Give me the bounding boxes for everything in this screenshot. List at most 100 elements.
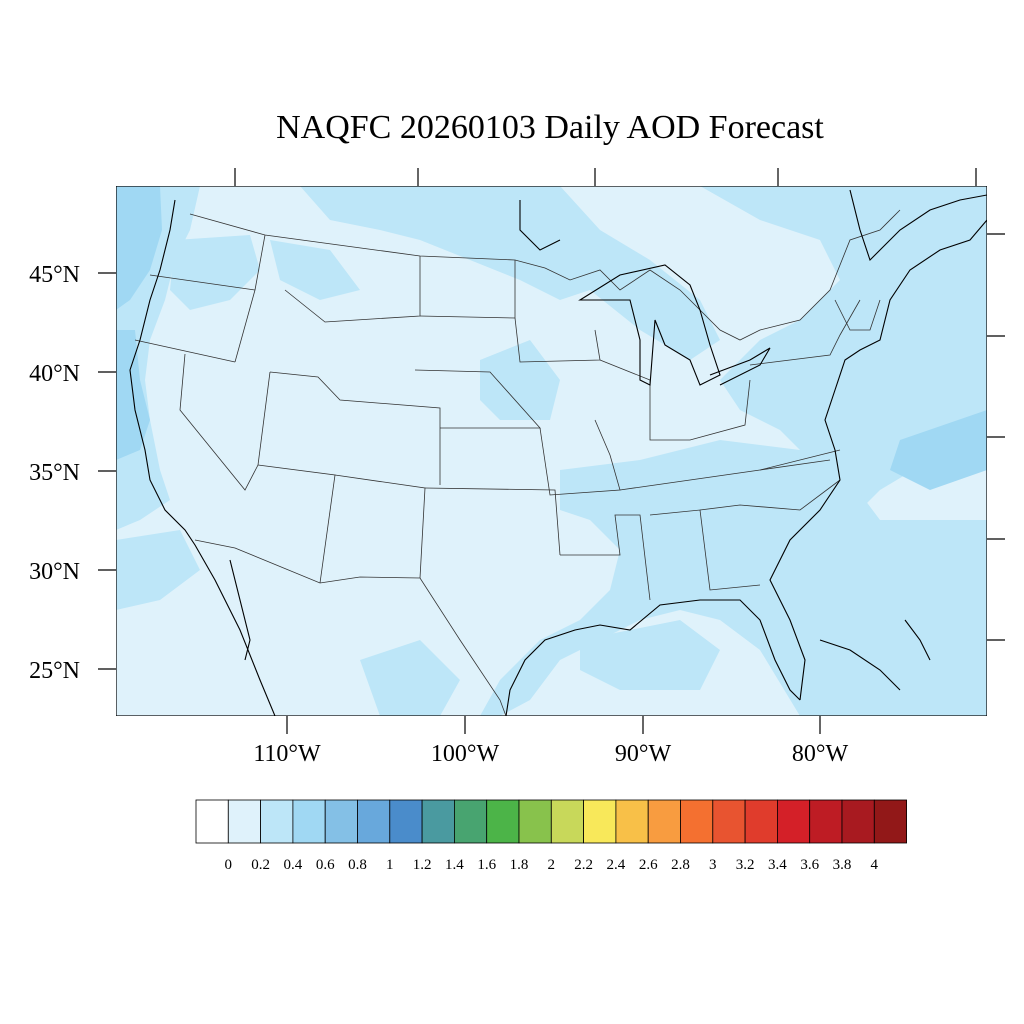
aod-region-central — [480, 340, 560, 420]
coastline-canada-east — [849, 189, 987, 262]
state-line-pa-ny — [749, 299, 861, 366]
colorbar-swatch — [583, 799, 617, 844]
coastline-gulf — [505, 599, 801, 716]
coastline-lake-erie — [709, 347, 771, 386]
map-area — [116, 186, 987, 716]
colorbar-tick-label: 4 — [871, 857, 879, 873]
coastline-bahamas — [904, 619, 931, 661]
lon-label: 90°W — [615, 741, 672, 767]
aod-region-northwest — [170, 235, 260, 310]
colorbar-tick-label: 1 — [386, 857, 394, 873]
colorbar-swatch — [518, 799, 552, 844]
colorbar-labels: 0 0.2 0.4 0.6 0.8 1 1.2 1.4 1.6 1.8 2 2.2 2.4 2.6 2.8 3… — [225, 857, 879, 873]
state-line-or-ca — [134, 339, 236, 363]
state-line-ut-co — [269, 371, 441, 485]
colorbar-tick-label: 0.6 — [316, 857, 335, 873]
aod-region-pacific-south — [116, 530, 200, 610]
colorbar-swatch — [421, 799, 455, 844]
colorbar-tick-label: 1.6 — [477, 857, 496, 873]
colorbar-tick-label: 0 — [225, 857, 233, 873]
coastline-baja — [229, 559, 251, 661]
map-title: NAQFC 20260103 Daily AOD Forecast — [276, 109, 824, 146]
longitude-labels: 110°W 100°W 90°W 80°W — [253, 741, 848, 767]
colorbar-swatch — [615, 799, 649, 844]
coastline-great-lakes — [578, 264, 721, 386]
colorbar — [195, 799, 907, 844]
state-line-ne-ks — [414, 369, 541, 429]
colorbar-swatch — [453, 799, 488, 844]
top-tick-marks — [234, 168, 977, 186]
colorbar-tick-label: 3.6 — [800, 857, 819, 873]
state-line-nv — [179, 353, 271, 491]
aod-region-montana — [270, 240, 360, 300]
lat-label: 25°N — [29, 658, 80, 684]
colorbar-swatch — [873, 799, 907, 844]
aod-region-mexico — [360, 640, 460, 716]
colorbar-tick-label: 3.2 — [736, 857, 755, 873]
colorbar-tick-label: 2.4 — [607, 857, 626, 873]
state-line-ok — [424, 487, 561, 556]
state-boundaries — [134, 209, 901, 716]
state-line-mt-wy — [284, 256, 421, 323]
colorbar-swatch — [292, 799, 326, 844]
colorbar-swatch — [357, 799, 391, 844]
aod-region-atlantic-plume — [890, 410, 987, 490]
colorbar-tick-label: 0.2 — [251, 857, 270, 873]
us-mexico-border — [194, 539, 507, 716]
coastline-cuba — [819, 639, 901, 691]
colorbar-tick-label: 2.2 — [574, 857, 593, 873]
state-line-mn-ia — [514, 317, 601, 363]
coastline-hudson-bay-north — [519, 200, 561, 251]
state-line-wa-or — [149, 274, 256, 291]
state-line-il-in-oh — [599, 359, 751, 441]
lat-label: 40°N — [29, 361, 80, 387]
colorbar-tick-label: 1.8 — [510, 857, 529, 873]
aod-region-north-plains — [300, 186, 720, 360]
bottom-tick-marks — [286, 716, 821, 734]
coastline-pacific — [129, 199, 276, 716]
aod-region-gulf — [580, 620, 720, 690]
colorbar-tick-label: 3.4 — [768, 857, 787, 873]
colorbar-swatch — [744, 799, 778, 844]
colorbar-tick-label: 0.4 — [284, 857, 303, 873]
state-line-al-ga — [649, 509, 761, 591]
colorbar-tick-label: 2.6 — [639, 857, 658, 873]
state-line-carolinas — [699, 479, 841, 511]
colorbar-tick-label: 1.2 — [413, 857, 432, 873]
colorbar-swatch — [260, 799, 294, 844]
colorbar-swatch — [647, 799, 681, 844]
lon-label: 110°W — [253, 741, 321, 767]
colorbar-swatch — [809, 799, 843, 844]
latitude-labels: 45°N 40°N 35°N 30°N 25°N — [29, 262, 80, 684]
colorbar-tick-label: 1.4 — [445, 857, 464, 873]
aod-region-atlantic — [880, 290, 987, 440]
right-tick-marks — [987, 233, 1005, 641]
colorbar-swatch — [195, 799, 229, 844]
colorbar-swatch — [777, 799, 811, 844]
colorbar-swatch — [680, 799, 714, 844]
aod-region-puget-sound — [116, 186, 162, 310]
lon-label: 80°W — [792, 741, 849, 767]
colorbar-swatch — [712, 799, 746, 844]
state-line-new-england — [834, 299, 881, 331]
colorbar-swatch — [550, 799, 584, 844]
colorbar-swatch — [486, 799, 520, 844]
left-tick-marks — [98, 272, 116, 670]
colorbar-swatch — [389, 799, 423, 844]
lat-label: 35°N — [29, 460, 80, 486]
colorbar-tick-label: 3 — [709, 857, 717, 873]
state-line-la-ms — [560, 514, 651, 601]
coastline-atlantic — [769, 219, 987, 701]
colorbar-tick-label: 2 — [548, 857, 556, 873]
colorbar-tick-label: 3.8 — [833, 857, 852, 873]
aod-region-southeast — [480, 440, 987, 716]
colorbar-tick-label: 2.8 — [671, 857, 690, 873]
lon-label: 100°W — [431, 741, 500, 767]
colorbar-swatch — [841, 799, 875, 844]
coastlines — [129, 189, 987, 716]
colorbar-swatch — [227, 799, 262, 844]
lat-label: 45°N — [29, 262, 80, 288]
lat-label: 30°N — [29, 559, 80, 585]
state-line-id — [234, 234, 266, 363]
